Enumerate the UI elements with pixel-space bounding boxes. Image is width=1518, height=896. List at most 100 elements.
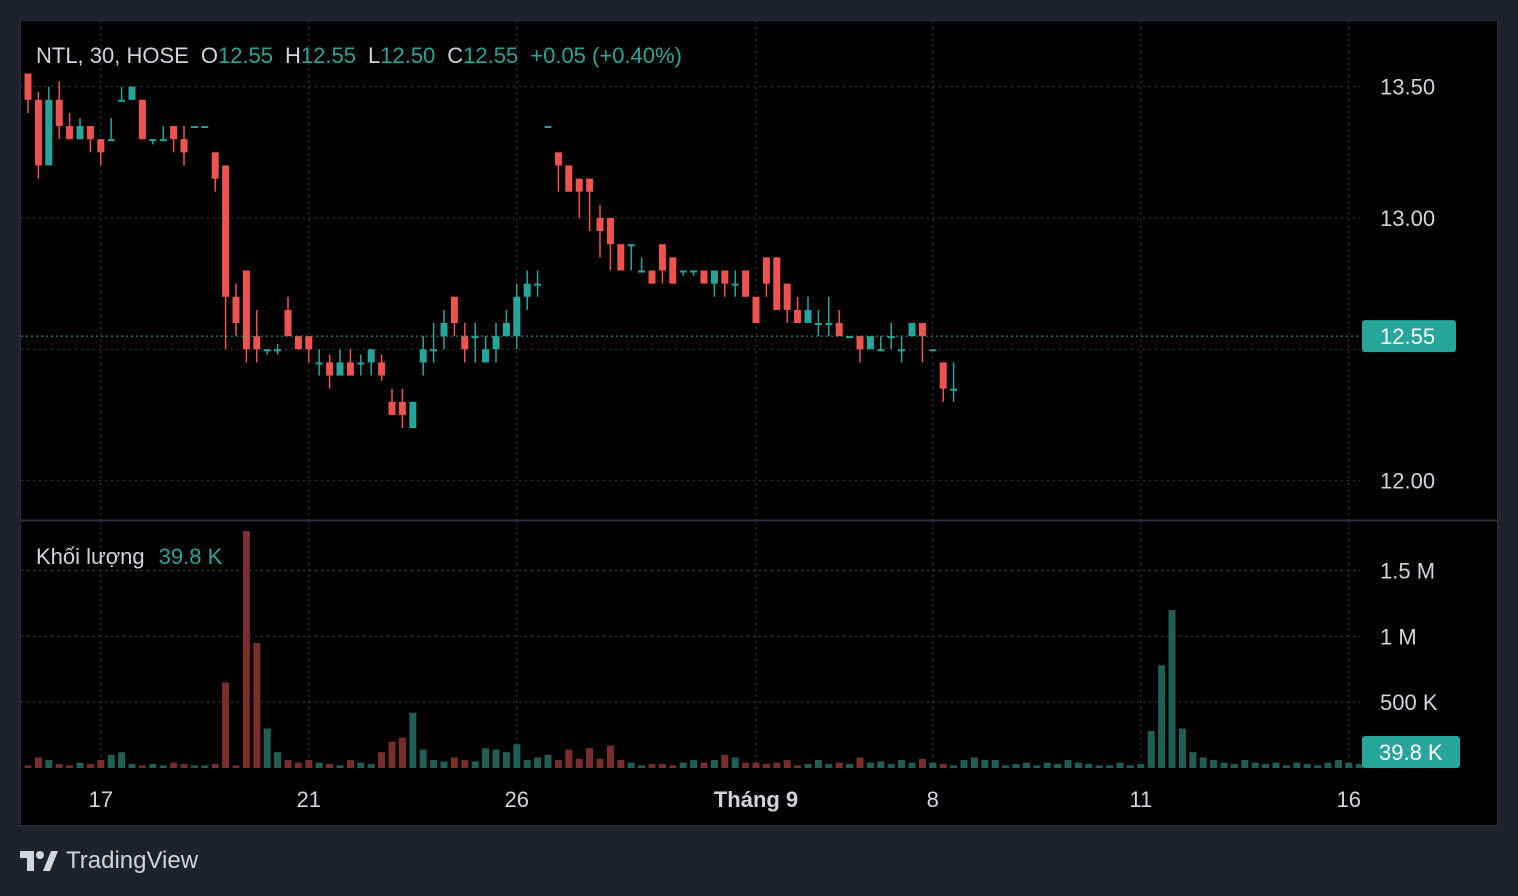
volume-bar[interactable] [773,762,781,768]
volume-bar[interactable] [201,765,209,768]
volume-bar[interactable] [1178,728,1186,769]
volume-bar[interactable] [1334,760,1342,768]
candle-body[interactable] [877,349,885,352]
candle-body[interactable] [430,349,438,352]
candle-body[interactable] [86,126,94,140]
volume-bar[interactable] [1293,762,1301,768]
volume-bar[interactable] [263,728,271,769]
volume-bar[interactable] [138,765,146,768]
candle-body[interactable] [565,165,573,192]
volume-bar[interactable] [76,762,84,768]
volume-bar[interactable] [1230,764,1238,768]
candle-body[interactable] [118,99,126,102]
candle-body[interactable] [679,270,687,273]
volume-bar[interactable] [1282,765,1290,768]
candle-body[interactable] [419,349,427,363]
volume-bar[interactable] [981,760,989,768]
candle-body[interactable] [190,126,198,129]
volume-bar[interactable] [731,757,739,768]
volume-bar[interactable] [357,762,365,768]
volume-bar[interactable] [918,758,926,768]
candle-body[interactable] [232,296,240,324]
candle-body[interactable] [471,336,479,339]
volume-bar[interactable] [742,762,750,768]
volume-bar[interactable] [638,765,646,768]
volume-bar[interactable] [450,757,458,768]
candle-body[interactable] [617,244,625,271]
volume-bar[interactable] [1241,760,1249,768]
volume-bar[interactable] [1220,762,1228,768]
candle-body[interactable] [492,336,500,350]
volume-bar[interactable] [554,760,562,768]
volume-bar[interactable] [1147,731,1155,768]
candle-body[interactable] [149,139,157,142]
candle-body[interactable] [690,270,698,273]
candle-body[interactable] [773,257,781,310]
volume-bar[interactable] [752,762,760,768]
volume-bar[interactable] [1251,762,1259,768]
candle-body[interactable] [950,388,958,391]
volume-bar[interactable] [762,764,770,768]
volume-bar[interactable] [1116,762,1124,768]
volume-bar[interactable] [721,754,729,768]
candle-body[interactable] [794,309,802,324]
candle-body[interactable] [274,349,282,352]
candle-body[interactable] [76,126,84,140]
volume-bar[interactable] [534,757,542,768]
volume-bar[interactable] [482,748,490,768]
volume-bar[interactable] [430,760,438,768]
candle-body[interactable] [648,270,656,284]
volume-bar[interactable] [679,762,687,768]
candle-body[interactable] [575,178,583,192]
candle-body[interactable] [908,323,916,337]
volume-bar[interactable] [419,749,427,768]
candle-body[interactable] [804,309,812,324]
candle-body[interactable] [783,283,791,310]
candle-body[interactable] [731,283,739,286]
volume-bar[interactable] [658,764,666,768]
candle-body[interactable] [398,401,406,415]
volume-bar[interactable] [575,758,583,768]
volume-bar[interactable] [991,760,999,768]
volume-bar[interactable] [690,760,698,768]
candle-body[interactable] [367,349,375,363]
candle-body[interactable] [326,362,334,376]
volume-bar[interactable] [783,760,791,768]
volume-bar[interactable] [1022,762,1030,768]
volume-bar[interactable] [970,757,978,768]
volume-bar[interactable] [929,762,937,768]
candle-body[interactable] [825,323,833,326]
candle-body[interactable] [450,296,458,324]
volume-bar[interactable] [107,754,115,768]
volume-bar[interactable] [284,760,292,768]
candle-body[interactable] [180,139,188,153]
candle-body[interactable] [700,270,708,284]
volume-bar[interactable] [825,764,833,768]
candle-body[interactable] [939,362,947,389]
volume-bar[interactable] [544,754,552,768]
volume-bar[interactable] [1210,760,1218,768]
volume-bar[interactable] [471,761,479,768]
tradingview-brand[interactable]: TradingView [20,846,198,876]
volume-bar[interactable] [513,744,521,768]
volume-bar[interactable] [378,752,386,768]
volume-bar[interactable] [1085,764,1093,768]
volume-bar[interactable] [305,760,313,768]
candle-body[interactable] [45,99,53,166]
volume-bar[interactable] [159,765,167,768]
volume-bar[interactable] [1033,765,1041,768]
candle-body[interactable] [97,139,105,153]
last-price-marker[interactable] [1362,320,1456,353]
volume-bar[interactable] [346,760,354,768]
volume-bar[interactable] [648,764,656,768]
candle-body[interactable] [461,336,469,350]
volume-bar[interactable] [232,765,240,768]
volume-bar[interactable] [118,752,126,768]
candle-body[interactable] [887,336,895,339]
volume-bar[interactable] [1168,610,1176,768]
volume-bar[interactable] [1043,762,1051,768]
volume-bar[interactable] [908,762,916,768]
volume-bar[interactable] [326,764,334,768]
volume-bar[interactable] [45,760,53,768]
